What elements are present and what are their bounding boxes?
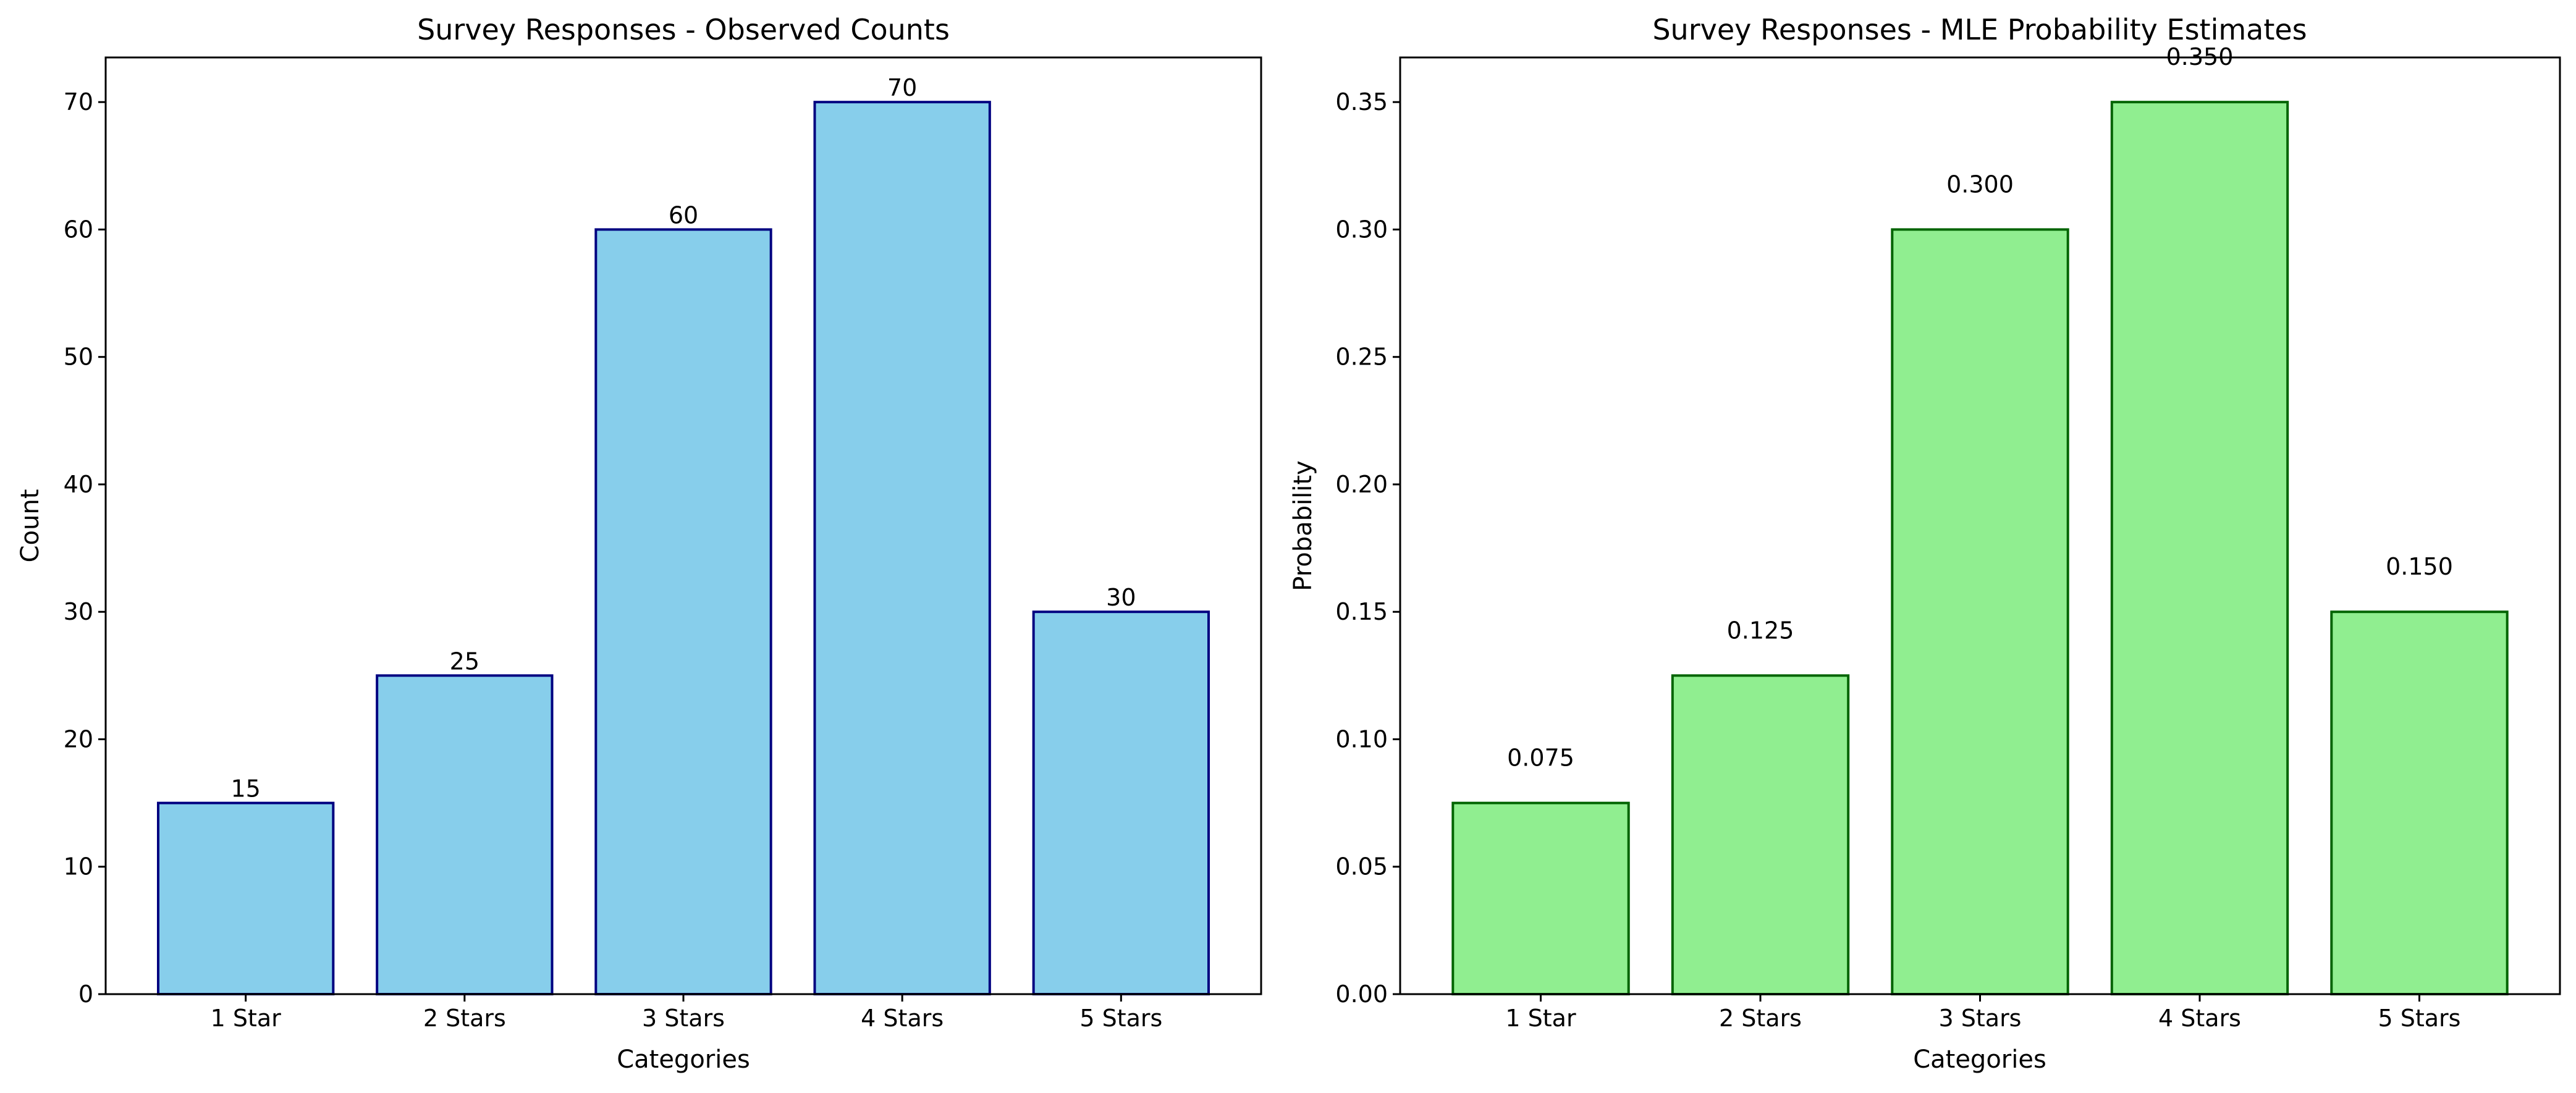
y-axis-label: Count [16, 489, 44, 563]
value-labels: 15 25 60 70 30 [230, 74, 1136, 802]
y-tick-label: 60 [64, 216, 93, 243]
bar-2 [376, 674, 554, 995]
y-tick-label: 0 [78, 981, 93, 1008]
y-tick-label: 50 [64, 344, 93, 371]
chart-title: Survey Responses - MLE Probability Estim… [1652, 13, 2307, 46]
x-axis-label: Categories [617, 1045, 750, 1074]
y-tick-label: 30 [64, 598, 93, 625]
x-tick-label: 2 Stars [423, 1005, 506, 1032]
x-tick-label: 2 Stars [1719, 1005, 1802, 1032]
counts-chart: Survey Responses - Observed Counts 0 10 20… [16, 13, 1262, 1074]
y-tick-label: 0.20 [1335, 471, 1388, 498]
y-tick-label: 0.05 [1335, 853, 1388, 880]
x-tick-label: 4 Stars [861, 1005, 944, 1032]
x-tick-label: 5 Stars [2378, 1005, 2460, 1032]
x-tick-label: 4 Stars [2158, 1005, 2241, 1032]
bars-group [157, 101, 1210, 996]
bar-5 [1032, 610, 1210, 995]
value-label: 70 [887, 74, 917, 101]
x-tick-label: 1 Star [211, 1005, 282, 1032]
x-tick-label: 5 Stars [1079, 1005, 1162, 1032]
value-label: 0.075 [1507, 745, 1574, 772]
y-axis-ticks: 0.00 0.05 0.10 0.15 0.20 0.25 0.30 0.35 [1335, 88, 1400, 1008]
y-tick-label: 0.30 [1335, 216, 1388, 243]
y-tick-label: 20 [64, 725, 93, 753]
x-tick-label: 3 Stars [642, 1005, 725, 1032]
y-tick-label: 70 [64, 88, 93, 116]
x-axis-ticks: 1 Star 2 Stars 3 Stars 4 Stars 5 Stars [1505, 994, 2460, 1032]
y-tick-label: 0.25 [1335, 344, 1388, 371]
y-axis-label: Probability [1289, 460, 1317, 591]
bar-1 [157, 801, 335, 996]
value-label: 0.150 [2386, 553, 2453, 580]
bar-4 [2110, 101, 2289, 996]
value-label: 25 [450, 648, 479, 675]
y-axis-ticks: 0 10 20 30 40 50 60 70 [64, 88, 106, 1008]
y-tick-label: 0.00 [1335, 981, 1388, 1008]
value-label: 30 [1106, 584, 1136, 611]
bar-1 [1451, 801, 1630, 996]
x-axis-ticks: 1 Star 2 Stars 3 Stars 4 Stars 5 Stars [211, 994, 1162, 1032]
bars-group [1451, 101, 2509, 996]
bar-3 [1891, 228, 2069, 995]
value-label: 0.350 [2166, 43, 2234, 70]
x-axis-label: Categories [1913, 1045, 2046, 1074]
value-labels: 0.075 0.125 0.300 0.350 0.150 [1507, 43, 2453, 771]
y-tick-label: 0.15 [1335, 598, 1388, 625]
x-tick-label: 3 Stars [1939, 1005, 2022, 1032]
value-label: 60 [669, 201, 698, 229]
value-label: 0.300 [1946, 171, 2014, 198]
probability-chart: Survey Responses - MLE Probability Estim… [1289, 13, 2561, 1074]
value-label: 15 [230, 775, 260, 803]
bar-2 [1671, 674, 1850, 995]
bar-3 [594, 228, 772, 995]
y-tick-label: 10 [64, 853, 93, 880]
bar-5 [2330, 610, 2509, 995]
bar-4 [813, 101, 991, 996]
chart-title: Survey Responses - Observed Counts [417, 13, 950, 46]
y-tick-label: 40 [64, 471, 93, 498]
y-tick-label: 0.35 [1335, 88, 1388, 116]
value-label: 0.125 [1727, 617, 1794, 644]
x-tick-label: 1 Star [1505, 1005, 1576, 1032]
y-tick-label: 0.10 [1335, 725, 1388, 753]
